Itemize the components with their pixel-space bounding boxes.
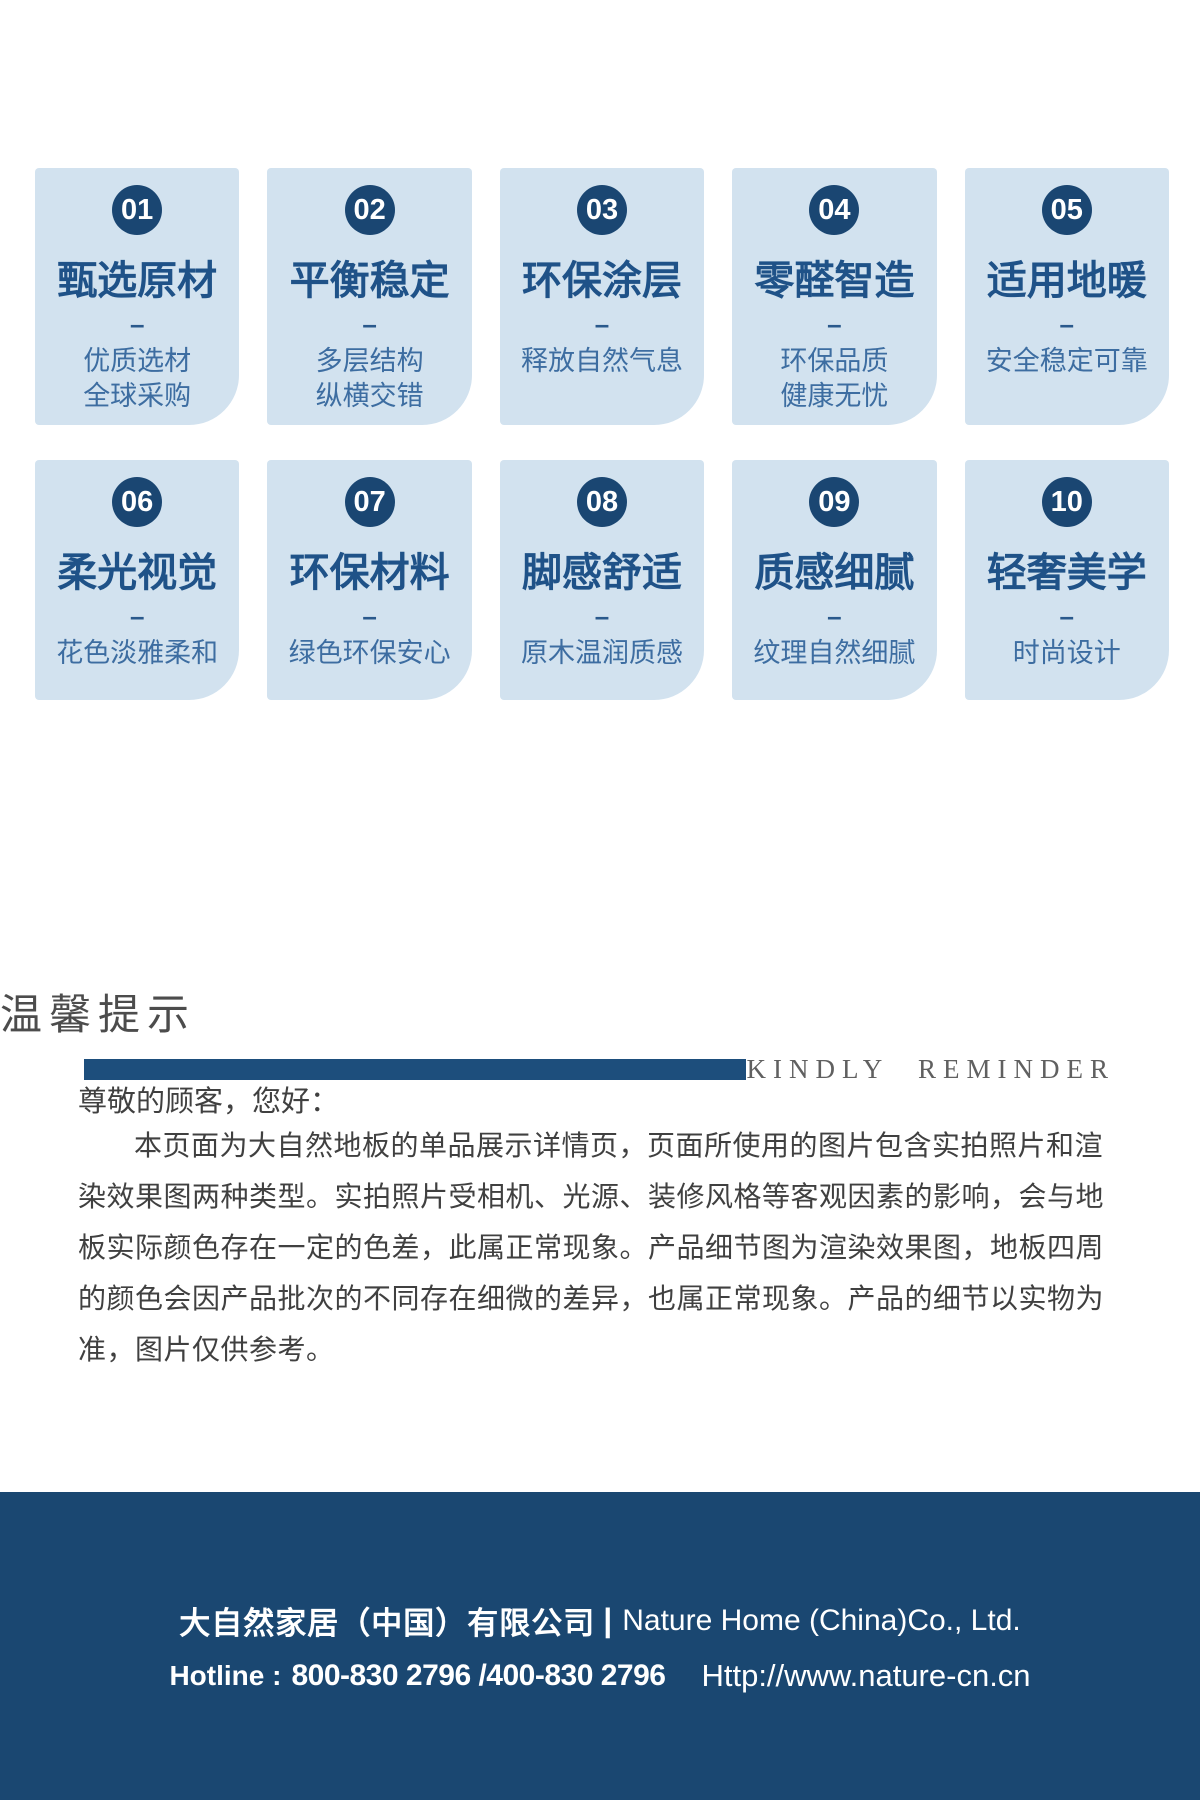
number-badge: 05 — [1041, 185, 1092, 235]
number-badge: 08 — [576, 477, 627, 527]
feature-title: 零醛智造 — [754, 259, 915, 303]
feature-card-09: 09 质感细腻 – 纹理自然细腻 — [732, 460, 937, 700]
feature-card-03: 03 环保涂层 – 释放自然气息 — [499, 168, 705, 425]
number-badge: 02 — [344, 185, 395, 235]
dash-divider: – — [1059, 601, 1075, 631]
dash-divider: – — [129, 601, 145, 631]
number-badge: 10 — [1041, 477, 1092, 527]
feature-subtitle: 多层结构 纵横交错 — [315, 346, 424, 412]
number-badge: 04 — [809, 185, 860, 235]
feature-subtitle: 原木温润质感 — [520, 638, 683, 668]
feature-subtitle: 绿色环保安心 — [288, 638, 451, 668]
page-footer: 大自然家居（中国）有限公司 | Nature Home (China)Co., … — [0, 1492, 1200, 1800]
dash-divider: – — [594, 601, 610, 631]
feature-subtitle: 时尚设计 — [1012, 638, 1121, 668]
notice-text-block: 尊敬的顾客，您好： 本页面为大自然地板的单品展示详情页，页面所使用的图片包含实拍… — [0, 1085, 1200, 1375]
feature-card-07: 07 环保材料 – 绿色环保安心 — [267, 460, 472, 700]
feature-subtitle: 安全稳定可靠 — [985, 346, 1148, 376]
separator-bar: | — [603, 1602, 613, 1638]
feature-subtitle: 纹理自然细腻 — [753, 638, 916, 668]
number-badge: 03 — [576, 185, 627, 235]
feature-subtitle: 释放自然气息 — [520, 346, 683, 376]
dash-divider: – — [827, 309, 842, 339]
feature-row-1: 01 甄选原材 – 优质选材 全球采购 02 平衡稳定 – 多层结构 纵横交错 … — [35, 168, 1169, 425]
feature-card-10: 10 轻奢美学 – 时尚设计 — [964, 460, 1169, 700]
feature-subtitle: 环保品质 健康无忧 — [780, 346, 889, 412]
feature-row-2: 06 柔光视觉 – 花色淡雅柔和 07 环保材料 – 绿色环保安心 08 脚感舒… — [35, 460, 1169, 700]
feature-card-08: 08 脚感舒适 – 原木温润质感 — [499, 460, 705, 700]
feature-title: 适用地暖 — [986, 259, 1147, 303]
dash-divider: – — [129, 309, 145, 339]
hotline-numbers: 800-830 2796 /400-830 2796 — [291, 1659, 666, 1692]
website-url[interactable]: Http://www.nature-cn.cn — [701, 1658, 1031, 1693]
company-name-en: Nature Home (China)Co., Ltd. — [622, 1603, 1021, 1637]
feature-grid: 01 甄选原材 – 优质选材 全球采购 02 平衡稳定 – 多层结构 纵横交错 … — [0, 0, 1200, 700]
section-title-en: KINDLY REMINDER — [746, 1054, 1115, 1084]
feature-card-04: 04 零醛智造 – 环保品质 健康无忧 — [732, 168, 937, 425]
blue-divider-bar — [84, 1059, 747, 1080]
number-badge: 06 — [112, 477, 163, 527]
company-name-cn: 大自然家居（中国）有限公司 — [179, 1606, 596, 1641]
feature-title: 质感细腻 — [754, 551, 915, 595]
kindly-reminder-section: 温馨提示 KINDLY REMINDER 尊敬的顾客，您好： 本页面为大自然地板… — [0, 994, 1200, 1375]
feature-title: 环保材料 — [289, 551, 450, 595]
number-badge: 09 — [809, 477, 860, 527]
feature-card-02: 02 平衡稳定 – 多层结构 纵横交错 — [267, 168, 472, 425]
dash-divider: – — [1059, 309, 1075, 339]
feature-title: 轻奢美学 — [986, 551, 1147, 595]
feature-title: 柔光视觉 — [57, 551, 218, 595]
feature-title: 脚感舒适 — [521, 551, 682, 595]
feature-card-05: 05 适用地暖 – 安全稳定可靠 — [964, 168, 1169, 425]
section-divider-row: KINDLY REMINDER — [0, 1054, 1200, 1085]
number-badge: 07 — [344, 477, 395, 527]
hotline-label: Hotline : — [169, 1660, 282, 1691]
feature-title: 平衡稳定 — [289, 259, 450, 303]
feature-title: 环保涂层 — [521, 259, 682, 303]
dash-divider: – — [827, 601, 842, 631]
company-line: 大自然家居（中国）有限公司 | Nature Home (China)Co., … — [179, 1598, 1020, 1643]
section-title-cn: 温馨提示 — [0, 991, 197, 1038]
notice-paragraph: 本页面为大自然地板的单品展示详情页，页面所使用的图片包含实拍照片和渲染效果图两种… — [78, 1129, 1105, 1365]
dash-divider: – — [594, 309, 610, 339]
greeting-text: 尊敬的顾客，您好： — [78, 1086, 340, 1118]
number-badge: 01 — [112, 185, 163, 235]
contact-line: Hotline : 800-830 2796 /400-830 2796 Htt… — [169, 1658, 1030, 1694]
feature-subtitle: 花色淡雅柔和 — [56, 638, 219, 668]
dash-divider: – — [362, 309, 377, 339]
feature-title: 甄选原材 — [57, 259, 218, 303]
dash-divider: – — [362, 601, 377, 631]
feature-card-06: 06 柔光视觉 – 花色淡雅柔和 — [35, 460, 240, 700]
feature-subtitle: 优质选材 全球采购 — [83, 346, 192, 412]
feature-card-01: 01 甄选原材 – 优质选材 全球采购 — [35, 168, 240, 425]
